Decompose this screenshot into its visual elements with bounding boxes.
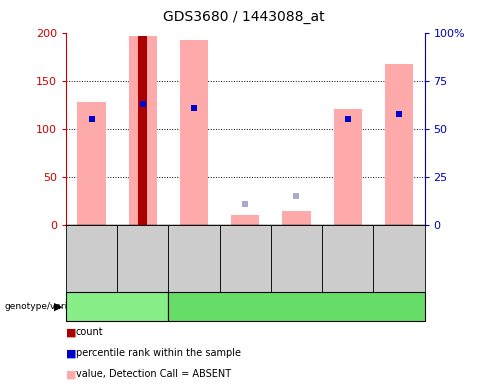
Text: ■: ■ — [66, 327, 77, 337]
Text: calreticulin null: calreticulin null — [256, 301, 337, 311]
Bar — [180, 40, 208, 225]
Bar — [231, 215, 259, 225]
Text: value, Detection Call = ABSENT: value, Detection Call = ABSENT — [76, 369, 231, 379]
Text: GSM347152: GSM347152 — [189, 233, 199, 284]
Text: GSM347156: GSM347156 — [394, 233, 404, 284]
Bar — [78, 102, 105, 225]
Text: genotype/variation: genotype/variation — [5, 302, 91, 311]
Text: percentile rank within the sample: percentile rank within the sample — [76, 348, 241, 358]
Bar — [334, 109, 362, 225]
Text: GDS3680 / 1443088_at: GDS3680 / 1443088_at — [163, 10, 325, 23]
Text: GSM347151: GSM347151 — [138, 233, 147, 284]
Text: GSM347154: GSM347154 — [292, 233, 301, 284]
Text: GSM347150: GSM347150 — [87, 233, 96, 284]
Text: GSM347155: GSM347155 — [343, 233, 352, 284]
Text: ■: ■ — [66, 348, 77, 358]
Bar — [283, 211, 310, 225]
Bar — [129, 36, 157, 225]
Text: ■: ■ — [66, 369, 77, 379]
Text: wild type: wild type — [93, 301, 141, 311]
Text: count: count — [76, 327, 103, 337]
Text: GSM347153: GSM347153 — [241, 233, 250, 284]
Bar — [385, 65, 413, 225]
Bar — [138, 36, 147, 225]
Text: ▶: ▶ — [54, 301, 63, 311]
